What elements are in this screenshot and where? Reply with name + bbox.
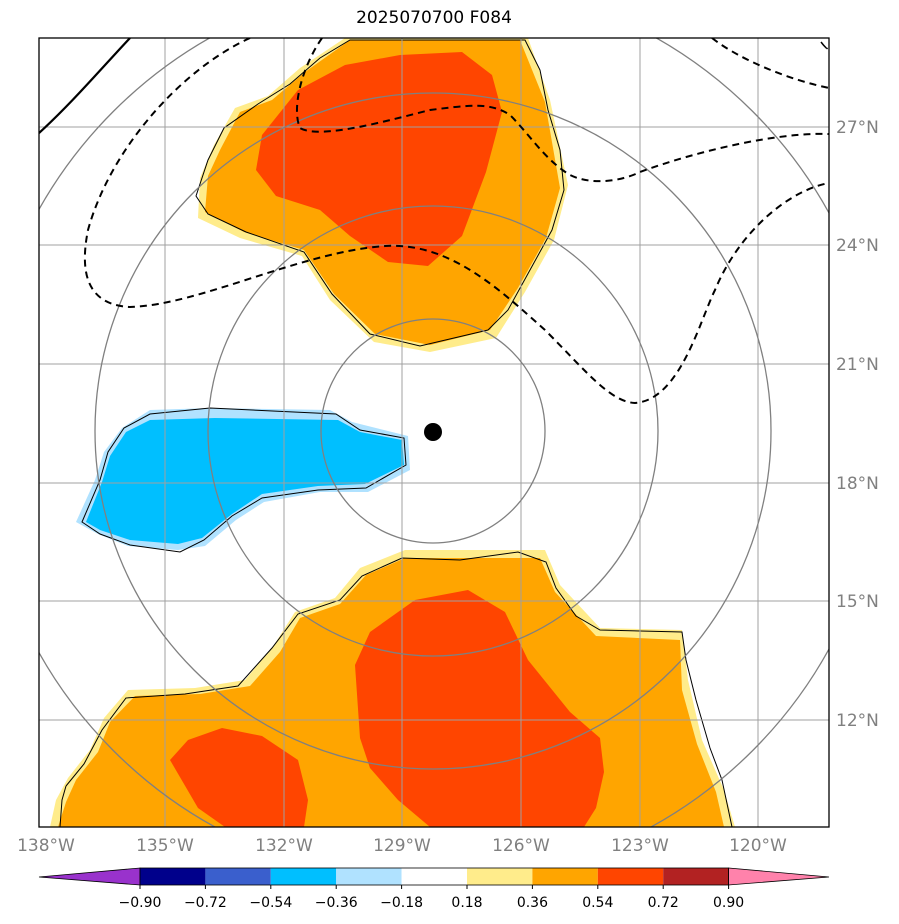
lat-label-12n: 12°N: [836, 711, 879, 731]
colorbar-extend-high: [728, 867, 830, 886]
dashed-contours: [83, 38, 829, 405]
lon-label-126w: 126°W: [492, 836, 550, 856]
lon-label-138w: 138°W: [17, 836, 75, 856]
colorbar-segment: [270, 868, 337, 885]
colorbar-tick-label: 0.72: [648, 895, 679, 911]
colorbar-segment: [401, 868, 467, 885]
solid-contour: [39, 38, 131, 134]
storm-center-marker: [424, 423, 442, 441]
graticule: [39, 38, 829, 827]
lon-label-129w: 129°W: [373, 836, 431, 856]
colorbar-tick-label: −0.18: [380, 895, 423, 911]
colorbar-segment: [336, 868, 402, 885]
colorbar-segment: [467, 868, 533, 885]
colorbar-tick-label: 0.18: [451, 895, 482, 911]
positive-anomaly-south: [50, 550, 735, 827]
map-title: 2025070700 F084: [356, 8, 512, 28]
colorbar-tick-label: 0.36: [517, 895, 548, 911]
lat-label-21n: 21°N: [836, 355, 879, 375]
colorbar-extend-low: [38, 867, 141, 886]
colorbar-tick-label: 0.54: [582, 895, 613, 911]
lon-label-135w: 135°W: [136, 836, 194, 856]
lat-label-15n: 15°N: [836, 592, 879, 612]
colorbar-tick-label: −0.72: [184, 895, 227, 911]
colorbar-segment: [532, 868, 598, 885]
lon-label-132w: 132°W: [255, 836, 313, 856]
colorbar-tick-label: −0.54: [249, 895, 292, 911]
lon-label-120w: 120°W: [729, 836, 787, 856]
lat-label-27n: 27°N: [836, 118, 879, 138]
longitude-labels: 138°W 135°W 132°W 129°W 126°W 123°W 120°…: [17, 836, 787, 856]
colorbar-segment: [663, 868, 729, 885]
lon-label-123w: 123°W: [611, 836, 669, 856]
colorbar-tick-label: −0.90: [119, 895, 162, 911]
colorbar-outline: [139, 867, 729, 886]
colorbar: −0.90 −0.72 −0.54 −0.36 −0.18 0.18 0.36 …: [38, 867, 830, 911]
colorbar-segment: [597, 868, 664, 885]
lat-label-24n: 24°N: [836, 236, 879, 256]
contour-fragment: [820, 41, 828, 50]
map-frame: [38, 37, 830, 828]
colorbar-tick-label: −0.36: [315, 895, 358, 911]
colorbar-segment: [140, 868, 206, 885]
lat-label-18n: 18°N: [836, 474, 879, 494]
colorbar-segment: [205, 868, 271, 885]
range-rings: [39, 38, 829, 827]
colorbar-tick-label: 0.90: [713, 895, 744, 911]
latitude-labels: 27°N 24°N 21°N 18°N 15°N 12°N: [836, 118, 879, 731]
colorbar-ticks: [139, 885, 730, 889]
